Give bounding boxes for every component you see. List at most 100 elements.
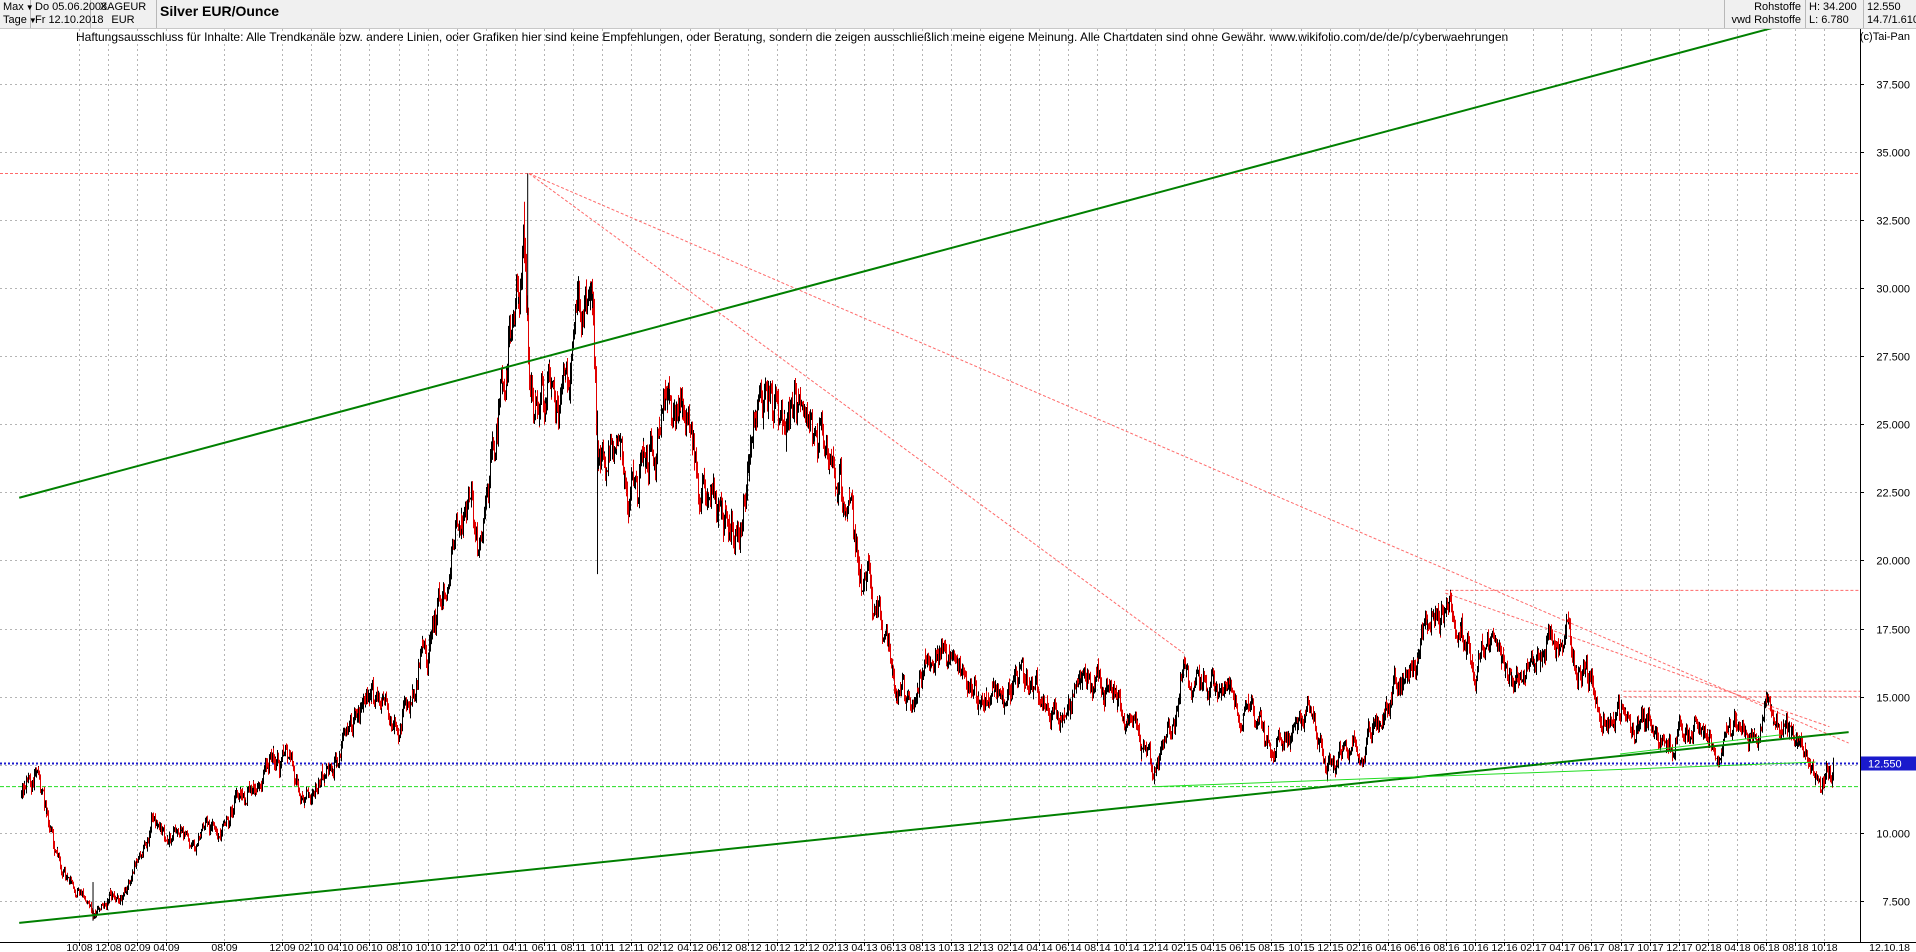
trend-line-secondary <box>1155 761 1816 788</box>
y-tick-label: 17.500 <box>1876 625 1910 637</box>
x-tick-label: 10.11 <box>590 942 616 952</box>
x-tick-label: 04.12 <box>677 942 703 952</box>
x-tick-label: 10.08 <box>66 942 92 952</box>
x-tick-label: 10.15 <box>1288 942 1314 952</box>
x-tick-label: 04.16 <box>1375 942 1401 952</box>
chevron-down-icon: ▼ <box>25 3 34 12</box>
x-tick-label: 06.11 <box>532 942 558 952</box>
trend-line-main <box>19 731 1849 924</box>
x-tick-label: 08.12 <box>735 942 761 952</box>
x-tick-label: 08.15 <box>1258 942 1284 952</box>
x-tick-label: 06.18 <box>1753 942 1779 952</box>
period-value: Max <box>3 1 24 13</box>
x-tick-label: 02.15 <box>1171 942 1197 952</box>
last-price-label: 12.550 <box>1868 758 1902 770</box>
y-tick-label: 15.000 <box>1876 693 1910 705</box>
chevron-down-icon: ▼ <box>28 16 37 25</box>
x-tick-label: 12.11 <box>619 942 645 952</box>
low-value: L: 6.780 <box>1809 14 1849 26</box>
y-tick-label: 20.000 <box>1876 556 1910 568</box>
source-label: vwd Rohstoffe <box>1731 14 1801 26</box>
candlesticks <box>21 173 1834 921</box>
x-tick-label: 06.16 <box>1404 942 1430 952</box>
x-tick-label: 12.12 <box>793 942 819 952</box>
extra-value: 14.7/1.610 <box>1867 14 1916 26</box>
x-tick-label: 08.17 <box>1608 942 1634 952</box>
trend-line-resistance <box>528 173 1184 654</box>
x-tick-label: 02.18 <box>1695 942 1721 952</box>
x-tick-label: 12.08 <box>95 942 121 952</box>
symbol-code: XAGEUR <box>99 1 147 13</box>
date-to: Fr 12.10.2018 <box>35 14 104 26</box>
x-tick-label: 10.16 <box>1462 942 1488 952</box>
x-tick-label: 10.13 <box>938 942 964 952</box>
x-tick-label: 04.13 <box>851 942 877 952</box>
horizontal-levels <box>0 172 1860 788</box>
x-tick-label: 02.13 <box>822 942 848 952</box>
x-tick-label: 06.10 <box>356 942 382 952</box>
trend-line-resistance <box>528 172 1849 744</box>
y-tick-label: 30.000 <box>1876 284 1910 296</box>
x-tick-label: 02.12 <box>647 942 673 952</box>
period-selector[interactable]: Max ▼ Tage ▼ <box>0 0 37 28</box>
resistance-lines <box>528 172 1849 744</box>
x-tick-label: 04.10 <box>327 942 353 952</box>
last-price-box: 12.550 14.7/1.610 <box>1864 0 1916 28</box>
x-tick-label: 08.14 <box>1084 942 1110 952</box>
x-tick-label: 12.16 <box>1491 942 1517 952</box>
y-tick-label: 7.500 <box>1882 897 1910 909</box>
x-tick-label: 12.15 <box>1317 942 1343 952</box>
date-range: Do 05.06.2008 Fr 12.10.2018 <box>31 0 107 28</box>
interval-value: Tage <box>3 14 27 26</box>
y-tick-label: 22.500 <box>1876 488 1910 500</box>
trend-line-secondary <box>1619 734 1781 755</box>
x-tick-label: 06.12 <box>706 942 732 952</box>
x-tick-label: 10.18 <box>1811 942 1837 952</box>
x-tick-label: 08.10 <box>386 942 412 952</box>
x-tick-label: 04.14 <box>1026 942 1052 952</box>
x-tick-label: 02.09 <box>124 942 150 952</box>
x-tick-label: 04.15 <box>1200 942 1226 952</box>
x-tick-label: 04.17 <box>1549 942 1575 952</box>
price-chart[interactable]: 7.50010.00012.50015.00017.50020.00022.50… <box>0 29 1916 952</box>
x-tick-label: 06.13 <box>880 942 906 952</box>
x-tick-label: 02.11 <box>474 942 500 952</box>
x-tick-label: 02.16 <box>1346 942 1372 952</box>
x-tick-label: 02.17 <box>1520 942 1546 952</box>
x-tick-label: 06.15 <box>1229 942 1255 952</box>
x-tick-label: 06.17 <box>1578 942 1604 952</box>
high-low-box: H: 34.200 L: 6.780 <box>1806 0 1864 28</box>
x-tick-label: 12.10 <box>444 942 470 952</box>
x-tick-label: 10.17 <box>1637 942 1663 952</box>
y-tick-label: 10.000 <box>1876 829 1910 841</box>
x-tick-label: 08.09 <box>211 942 237 952</box>
chart-title: Silver EUR/Ounce <box>160 3 280 19</box>
x-tick-label: 02.10 <box>298 942 324 952</box>
y-tick-label: 32.500 <box>1876 216 1910 228</box>
chart-header: Max ▼ Tage ▼ Do 05.06.2008 Fr 12.10.2018 X… <box>0 0 1916 29</box>
x-tick-label: 08.13 <box>909 942 935 952</box>
copyright-text: (c)Tai-Pan <box>1859 31 1910 43</box>
x-tick-label: 04.11 <box>503 942 529 952</box>
high-value: H: 34.200 <box>1809 1 1857 13</box>
x-tick-label: 08.16 <box>1433 942 1459 952</box>
date-from: Do 05.06.2008 <box>35 1 108 13</box>
y-tick-label: 37.500 <box>1876 80 1910 92</box>
y-tick-label: 25.000 <box>1876 420 1910 432</box>
y-tick-label: 35.000 <box>1876 148 1910 160</box>
trend-line-resistance <box>1445 592 1830 728</box>
category-label: Rohstoffe <box>1754 1 1801 13</box>
x-tick-label: 10.12 <box>764 942 790 952</box>
symbol-box: XAGEUR EUR <box>91 0 157 28</box>
x-tick-label: 10.10 <box>415 942 441 952</box>
x-tick-label: 06.14 <box>1055 942 1081 952</box>
x-tick-label: 04.09 <box>153 942 179 952</box>
x-tick-label: 04.18 <box>1724 942 1750 952</box>
x-tick-label: 12.14 <box>1142 942 1168 952</box>
category-box: Rohstoffe vwd Rohstoffe <box>1724 0 1806 28</box>
x-tick-label: 12.17 <box>1666 942 1692 952</box>
x-tick-label: 10.14 <box>1113 942 1139 952</box>
x-tick-label: 08.11 <box>561 942 587 952</box>
y-axis: 7.50010.00012.50015.00017.50020.00022.50… <box>1860 29 1910 942</box>
symbol-currency: EUR <box>111 14 135 26</box>
